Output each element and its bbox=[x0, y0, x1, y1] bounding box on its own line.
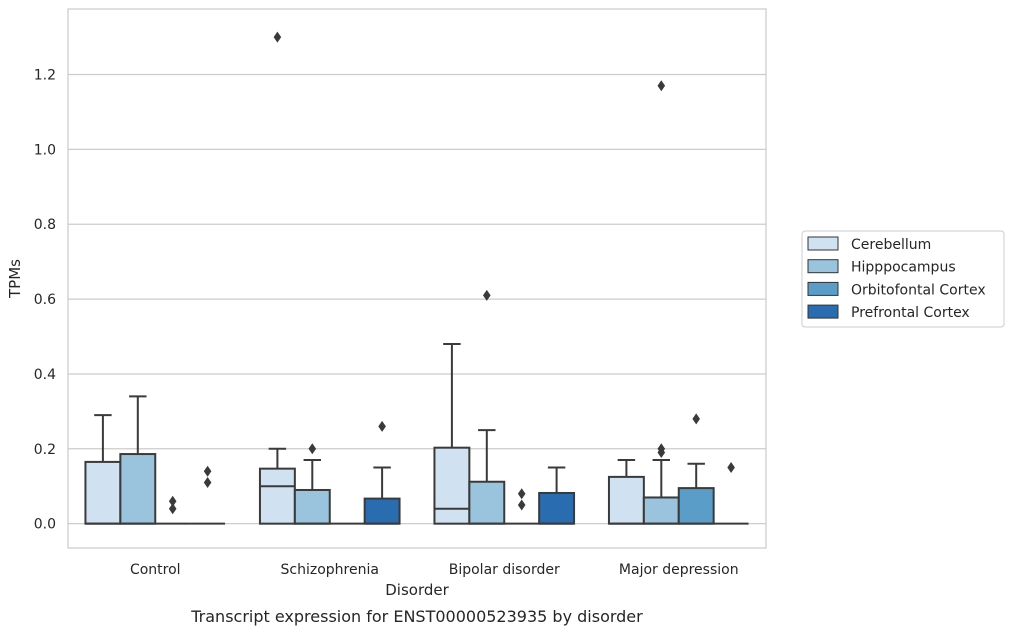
outlier-point bbox=[378, 420, 386, 432]
box-body bbox=[642, 496, 680, 525]
legend-label: Cerebellum bbox=[851, 237, 931, 253]
box-body bbox=[293, 488, 331, 525]
box-body bbox=[433, 446, 471, 525]
legend-item: Cerebellum bbox=[807, 236, 931, 253]
y-tick-label: 0.2 bbox=[34, 442, 56, 458]
y-tick-label: 1.0 bbox=[34, 142, 56, 158]
outlier-point bbox=[203, 465, 212, 477]
chart-caption: Transcript expression for ENST0000052393… bbox=[190, 607, 643, 626]
y-tick-label: 0.0 bbox=[34, 517, 56, 533]
legend-swatch bbox=[807, 259, 839, 274]
box-prefrontal-cortex-schizophrenia bbox=[363, 420, 401, 525]
box-body bbox=[538, 491, 576, 525]
outlier-point bbox=[692, 413, 700, 425]
outlier-point bbox=[168, 503, 177, 515]
y-axis-label: TPMs bbox=[6, 259, 24, 299]
outlier-point bbox=[483, 289, 491, 301]
y-tick-label: 0.8 bbox=[34, 217, 56, 233]
outlier-point bbox=[727, 462, 735, 474]
legend-item: Orbitofontal Cortex bbox=[807, 281, 986, 298]
outlier-point bbox=[657, 443, 666, 455]
legend-swatch bbox=[807, 304, 839, 319]
x-axis-ticks: Control Schizophrenia Bipolar disorder Majo… bbox=[130, 562, 739, 578]
outlier-point bbox=[168, 495, 177, 507]
box-orbitofontal-cortex-major-depression bbox=[677, 413, 715, 525]
legend-item: Hipppocampus bbox=[807, 259, 956, 276]
legend-frame bbox=[801, 230, 1005, 328]
box-body bbox=[363, 497, 401, 525]
x-tick-label: Bipolar disorder bbox=[449, 562, 560, 578]
x-tick-label: Major depression bbox=[619, 562, 739, 578]
outlier-point bbox=[273, 31, 282, 43]
legend-swatch bbox=[807, 281, 839, 296]
legend-label: Orbitofontal Cortex bbox=[851, 282, 986, 298]
outlier-point bbox=[517, 499, 526, 511]
outlier-point bbox=[308, 443, 317, 455]
box-orbitofontal-cortex-bipolar-disorder bbox=[504, 488, 540, 525]
box-cerebellum-bipolar-disorder bbox=[433, 343, 471, 525]
outlier-point bbox=[657, 80, 666, 92]
plot-frame bbox=[67, 8, 767, 549]
box-hipppocampus-schizophrenia bbox=[293, 443, 331, 525]
box-orbitofontal-cortex-control bbox=[155, 495, 191, 525]
box-body bbox=[119, 453, 157, 525]
y-axis-ticks: 0.0 0.2 0.4 0.6 0.8 1.0 1.2 bbox=[34, 68, 56, 533]
legend: Cerebellum Hipppocampus Orbitofontal Corte… bbox=[801, 230, 1005, 328]
box-body bbox=[258, 467, 296, 525]
box-body bbox=[468, 480, 506, 525]
box-cerebellum-control bbox=[84, 414, 122, 525]
box-hipppocampus-bipolar-disorder bbox=[468, 289, 506, 525]
x-tick-label: Schizophrenia bbox=[281, 562, 379, 578]
box-prefrontal-cortex-control bbox=[190, 465, 226, 525]
legend-item: Prefrontal Cortex bbox=[807, 304, 970, 321]
box-body bbox=[677, 487, 715, 525]
box-cerebellum-major-depression bbox=[607, 459, 645, 525]
y-tick-label: 1.2 bbox=[34, 68, 56, 84]
box-body bbox=[607, 475, 645, 525]
legend-label: Hipppocampus bbox=[851, 260, 956, 276]
outlier-point bbox=[203, 476, 212, 488]
outlier-point bbox=[517, 488, 526, 500]
box-hipppocampus-control bbox=[119, 395, 157, 525]
legend-label: Prefrontal Cortex bbox=[851, 305, 970, 321]
box-prefrontal-cortex-major-depression bbox=[713, 462, 749, 525]
plot-area bbox=[84, 31, 749, 525]
y-tick-label: 0.4 bbox=[34, 367, 56, 383]
legend-swatch bbox=[807, 236, 839, 251]
box-hipppocampus-major-depression bbox=[642, 80, 680, 525]
box-prefrontal-cortex-bipolar-disorder bbox=[538, 466, 576, 525]
x-tick-label: Control bbox=[130, 562, 181, 578]
y-tick-label: 0.6 bbox=[34, 292, 56, 308]
x-axis-label: Disorder bbox=[385, 581, 449, 599]
box-body bbox=[84, 460, 122, 525]
